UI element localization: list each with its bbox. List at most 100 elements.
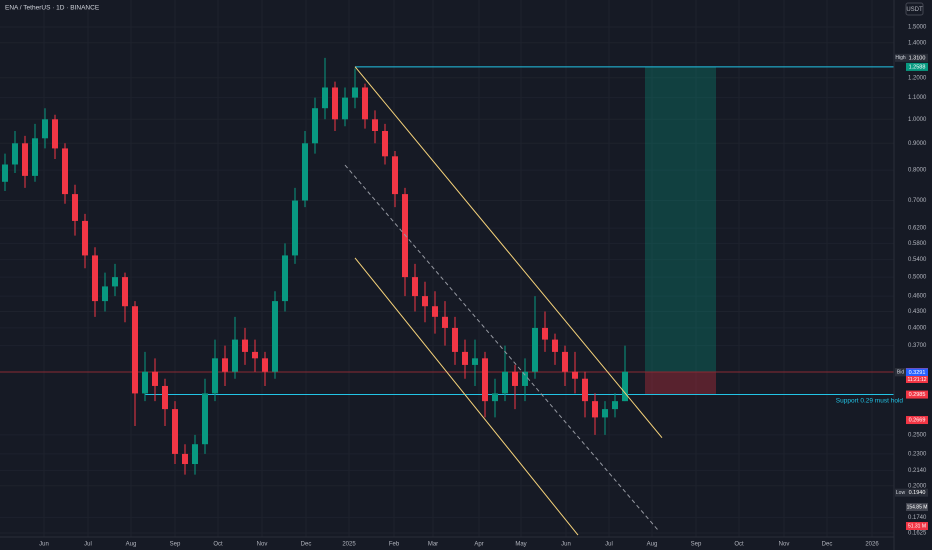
candle-body [122, 277, 128, 307]
price-label: 0.2669 [909, 417, 926, 423]
trendline [344, 164, 659, 531]
candle-body [582, 378, 588, 402]
y-tick-label: 0.4600 [908, 294, 927, 300]
candle-body [322, 87, 328, 109]
candle-body [592, 401, 598, 418]
candle-body [292, 200, 298, 256]
volume-label-box [906, 522, 928, 530]
candle-body [2, 164, 8, 182]
candle-body [252, 351, 258, 359]
candle-body [522, 371, 528, 386]
price-label-box [906, 53, 928, 62]
x-tick-label: Jun [561, 542, 571, 548]
candle-body [152, 371, 158, 386]
candle-body [32, 138, 38, 176]
y-tick-label: 1.0000 [908, 117, 927, 123]
y-tick-label: 0.8000 [908, 168, 927, 174]
candle-body [542, 327, 548, 340]
candle-body [432, 306, 438, 317]
price-tag: Bid [897, 370, 904, 376]
plot [0, 57, 894, 536]
candle-body [312, 108, 318, 144]
y-tick-label: 0.3700 [908, 343, 927, 349]
candle-body [412, 277, 418, 297]
candle-body [242, 339, 248, 352]
volume-label: 51.31 M [908, 523, 926, 529]
candle-body [262, 358, 268, 372]
price-tag-box [895, 53, 906, 62]
y-tick-label: 1.1000 [908, 95, 927, 101]
y-tick-label: 0.2140 [908, 468, 927, 474]
candle-body [182, 453, 188, 465]
x-tick-label: Jun [39, 542, 49, 548]
candle-body [502, 371, 508, 394]
candle-body [372, 119, 378, 131]
price-label-box [906, 62, 928, 71]
candle-body [442, 316, 448, 328]
candle-body [382, 130, 388, 157]
y-tick-label: 0.4000 [908, 325, 927, 331]
price-label: 1.3100 [909, 55, 926, 61]
candle-body [362, 87, 368, 120]
candle-body [82, 220, 88, 256]
x-tick-label: Jul [605, 542, 613, 548]
y-tick-label: 1.2000 [908, 75, 927, 81]
candle-body [222, 358, 228, 372]
x-tick-label: Aug [647, 542, 658, 548]
price-label: 0.1940 [909, 490, 926, 496]
candle-body [612, 401, 618, 410]
candle-body [352, 87, 358, 98]
x-tick-label: Dec [301, 542, 312, 548]
candle-body [482, 358, 488, 402]
candle-body [112, 277, 118, 287]
candle-body [572, 371, 578, 379]
y-tick-label: 1.4000 [908, 40, 927, 46]
x-tick-label: May [515, 542, 526, 548]
candle-body [622, 371, 628, 402]
candle-body [202, 393, 208, 445]
candle-body [12, 143, 18, 165]
y-tick-label: 0.1625 [908, 531, 927, 537]
candle-body [132, 306, 138, 394]
price-tag: Low [896, 490, 906, 496]
stop-zone [645, 371, 716, 395]
x-tick-label: Jul [84, 542, 92, 548]
currency-box[interactable] [905, 2, 924, 16]
x-tick-label: Sep [170, 542, 181, 548]
candle-body [142, 371, 148, 394]
timer: 11:21:12 [907, 377, 926, 383]
candle-body [192, 444, 198, 465]
annotation: Support 0.29 must hold [836, 397, 904, 404]
candle-body [92, 255, 98, 302]
y-tick-label: 0.2300 [908, 451, 927, 457]
currency[interactable]: USDT [906, 7, 923, 13]
candle-body [472, 358, 478, 365]
candle-body [512, 371, 518, 386]
x-tick-label: Sep [691, 542, 702, 548]
x-tick-label: Oct [734, 542, 744, 548]
candle-body [422, 296, 428, 307]
candle-body [602, 409, 608, 418]
trendline [354, 66, 663, 438]
y-tick-label: 0.7000 [908, 198, 927, 204]
volume-label: 154.85 M [907, 504, 928, 510]
price-label: 1.2588 [909, 64, 926, 70]
price-tag-box [895, 368, 906, 377]
target-zone [645, 66, 716, 372]
y-tick-label: 0.5800 [908, 241, 927, 247]
candle-body [492, 393, 498, 402]
y-tick-label: 0.4300 [908, 309, 927, 315]
candle-body [462, 351, 468, 365]
timer-box [906, 375, 928, 383]
x-tick-label: Nov [779, 542, 790, 548]
y-tick-label: 1.5000 [908, 25, 927, 31]
candle-body [392, 156, 398, 195]
price-tag: High [895, 55, 906, 61]
price-label: 0.2985 [909, 392, 926, 398]
y-tick-label: 0.2000 [908, 483, 927, 489]
y-tick-label: 0.9000 [908, 141, 927, 147]
x-tick-label: Mar [428, 542, 438, 548]
y-tick-label: 0.2500 [908, 433, 927, 439]
x-tick-label: Aug [126, 542, 137, 548]
